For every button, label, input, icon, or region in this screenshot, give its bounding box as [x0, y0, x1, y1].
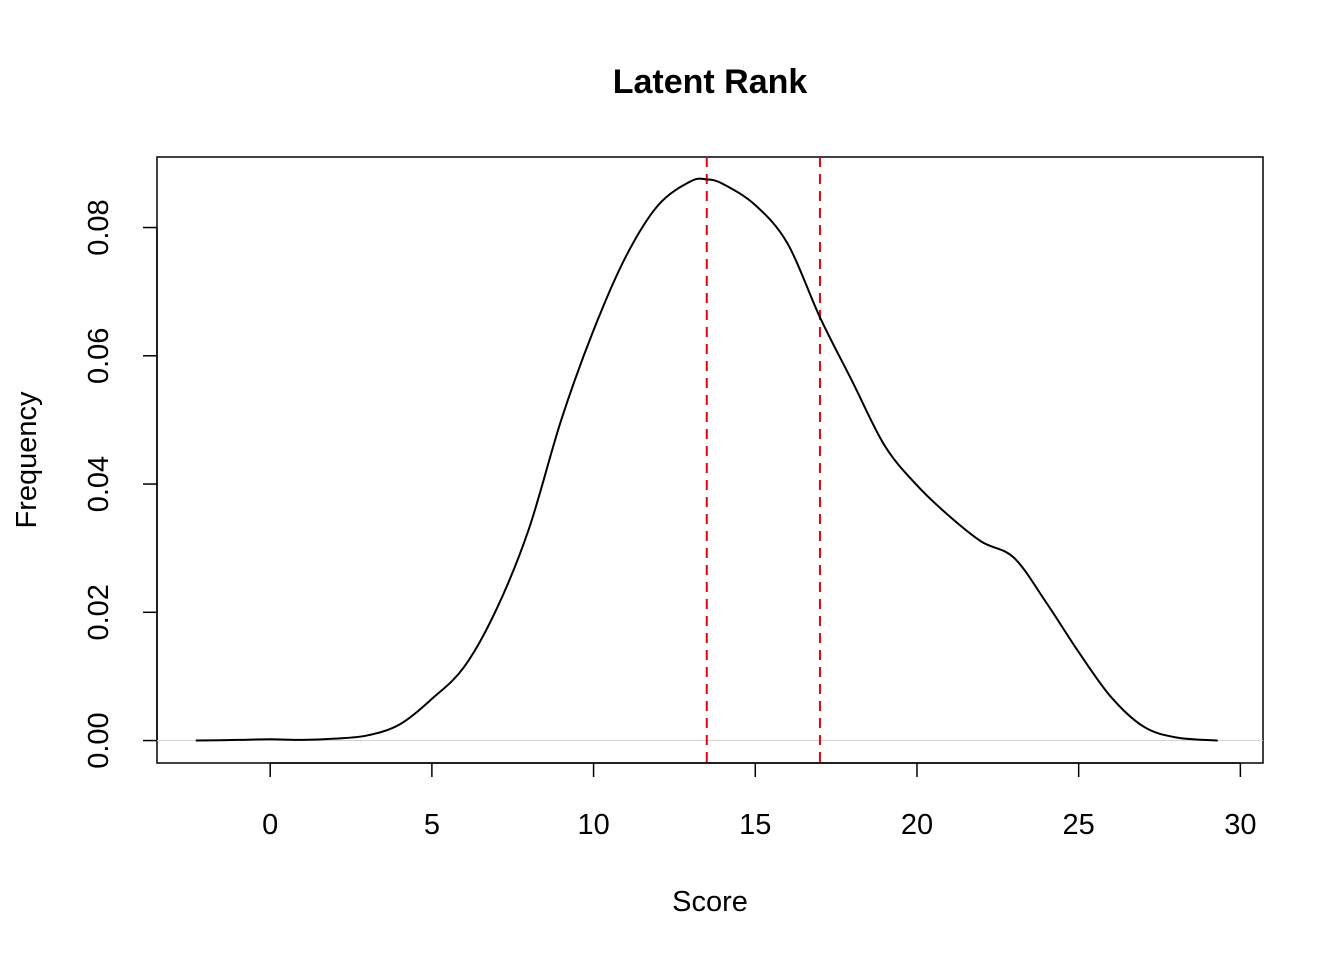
x-tick-label: 10	[577, 809, 609, 841]
y-tick-label: 0.06	[83, 328, 115, 384]
y-axis-label: Frequency	[11, 391, 43, 529]
x-axis-label: Score	[672, 886, 748, 918]
x-tick-label: 15	[739, 809, 771, 841]
x-tick-label: 5	[424, 809, 440, 841]
x-tick-label: 20	[901, 809, 933, 841]
y-tick-label: 0.08	[83, 199, 115, 255]
x-axis: 0 5 10 15 20 25 30	[262, 762, 1256, 841]
x-tick-label: 0	[262, 809, 278, 841]
plot-frame	[156, 156, 1264, 764]
chart-title: Latent Rank	[613, 63, 808, 101]
y-tick-label: 0.04	[83, 456, 115, 512]
y-tick-label: 0.00	[83, 712, 115, 768]
reference-lines	[705, 157, 821, 763]
x-tick-label: 30	[1224, 809, 1256, 841]
density-series-line	[195, 177, 1218, 742]
x-tick-label: 25	[1063, 809, 1095, 841]
y-axis: 0.00 0.02 0.04 0.06 0.08	[83, 199, 158, 769]
y-tick-label: 0.02	[83, 584, 115, 640]
